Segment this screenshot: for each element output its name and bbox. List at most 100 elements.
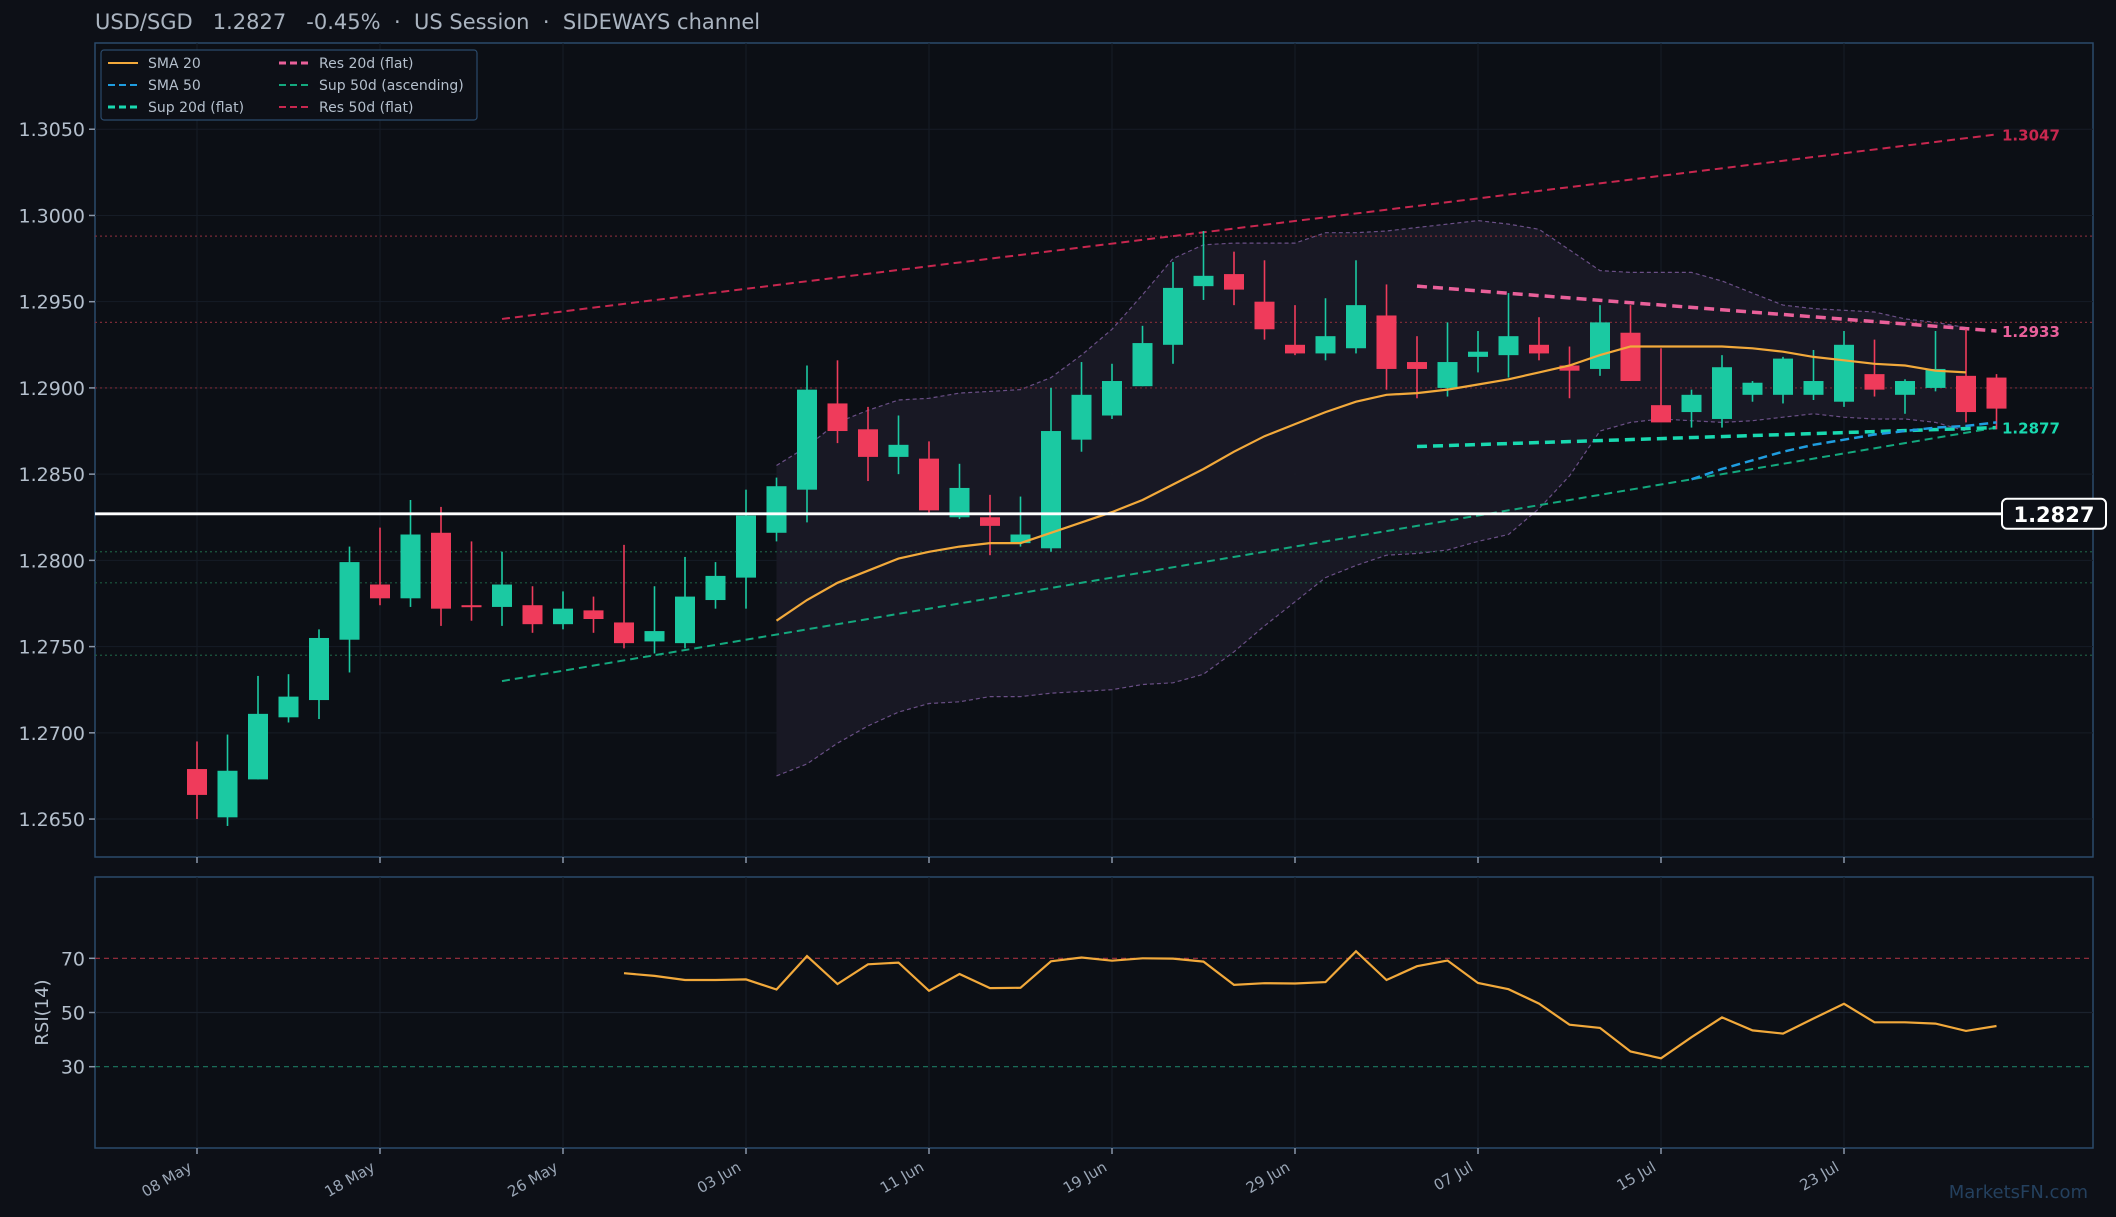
x-tick-label: 19 Jun	[1060, 1158, 1110, 1197]
candle-body-up	[736, 515, 756, 578]
legend-label-sup20: Sup 20d (flat)	[148, 100, 244, 116]
x-tick-label: 11 Jun	[877, 1158, 927, 1197]
x-tick-label: 03 Jun	[694, 1158, 744, 1197]
x-tick-label: 29 Jun	[1243, 1158, 1293, 1197]
last-price-badge-label: 1.2827	[2013, 503, 2094, 527]
candle-body-up	[1102, 381, 1122, 416]
candle-body-up	[1925, 368, 1946, 388]
candle-body-up	[1773, 358, 1793, 395]
legend-box	[100, 49, 478, 121]
candle-body-down	[1559, 365, 1580, 371]
candle-body-up	[1010, 534, 1031, 544]
chart-title: USD/SGD 1.2827 -0.45% · US Session · SID…	[95, 10, 760, 34]
candle-body-up	[1712, 367, 1732, 419]
candle-body-up	[705, 575, 726, 601]
bollinger-lower-line	[776, 413, 1967, 777]
candle-body-up	[644, 631, 665, 642]
candle-body-down	[1651, 405, 1671, 423]
y-tick-label: 1.2950	[19, 292, 85, 314]
legend-label-sma50: SMA 50	[148, 78, 201, 94]
last-price-label: 1.2827	[212, 10, 287, 34]
sup20-value-label: 1.2877	[2002, 420, 2060, 438]
candle-body-down	[1864, 374, 1885, 390]
candle-body-up	[1834, 344, 1854, 402]
res50-value-label: 1.3047	[2002, 126, 2060, 144]
sup50-trendline	[501, 426, 1997, 683]
candle-body-up	[309, 637, 329, 701]
candle-body-up	[1590, 322, 1610, 369]
regime-label: SIDEWAYS channel	[562, 10, 761, 34]
candle-body-down	[461, 605, 482, 608]
candle-body-up	[492, 584, 512, 607]
candle-body-down	[431, 532, 451, 609]
change-label: -0.45%	[306, 10, 381, 34]
candle-body-down	[919, 458, 939, 511]
x-tick-label: 18 May	[321, 1158, 378, 1201]
candle-body-down	[1529, 344, 1549, 354]
sma50-line	[1691, 421, 1997, 481]
candle-body-up	[888, 444, 909, 457]
y-tick-label: 1.2700	[19, 723, 85, 745]
candle-body-down	[614, 622, 634, 644]
candle-body-up	[675, 596, 695, 644]
session-label: US Session	[413, 10, 530, 34]
candle-body-up	[1163, 287, 1183, 345]
y-tick-label: 1.3000	[19, 205, 85, 227]
y-tick-label: 1.2800	[19, 550, 85, 572]
candle-body-up	[248, 713, 268, 780]
candle-body-up	[1498, 336, 1519, 356]
candle-body-up	[1041, 431, 1061, 549]
candle-body-down	[1407, 362, 1427, 369]
candle-body-down	[522, 605, 543, 625]
candle-body-up	[1895, 381, 1915, 395]
candle-body-up	[400, 534, 421, 599]
candle-body-up	[1742, 382, 1763, 395]
candle-body-up	[1803, 381, 1824, 395]
candle-body-up	[217, 770, 238, 818]
y-tick-label: 1.2850	[19, 464, 85, 486]
legend: SMA 20 Res 20d (flat) SMA 50 Sup 50d (ascen…	[100, 49, 478, 121]
legend-label-sup50: Sup 50d (ascending)	[319, 78, 464, 94]
candle-body-down	[980, 517, 1000, 526]
res20-trendline	[1416, 284, 1997, 333]
legend-label-sma20: SMA 20	[148, 56, 201, 72]
candle-body-up	[1315, 336, 1336, 354]
candle-body-down	[1224, 274, 1244, 290]
title-separator-2: ·	[542, 10, 550, 34]
candle-body-down	[1956, 375, 1976, 413]
candle-body-up	[1071, 394, 1092, 440]
title-separator-1: ·	[393, 10, 401, 34]
candle-body-up	[1193, 275, 1214, 287]
candle-body-down	[583, 610, 604, 620]
y-tick-label: 1.2750	[19, 637, 85, 659]
rsi-axis-label: RSI(14)	[32, 979, 53, 1045]
candle-body-up	[797, 389, 817, 490]
x-tick-label: 26 May	[504, 1158, 561, 1201]
candle-body-up	[553, 608, 573, 625]
candle-body-down	[1376, 315, 1397, 369]
last-price-badge	[2001, 497, 2107, 530]
candle-body-down	[1986, 377, 2007, 409]
res50-trendline	[501, 133, 1997, 320]
candle-body-up	[1346, 305, 1366, 349]
sma20-line	[775, 345, 1967, 622]
candle-body-up	[1468, 351, 1488, 357]
y-tick-label: 1.3050	[19, 119, 85, 141]
y-tick-label: 1.2900	[19, 378, 85, 400]
x-tick-label: 07 Jul	[1431, 1158, 1476, 1195]
x-tick-label: 08 May	[138, 1158, 195, 1201]
candle-body-down	[1285, 344, 1305, 354]
candle-body-up	[949, 487, 970, 518]
candle-body-up	[1132, 343, 1153, 387]
candle-body-down	[1254, 301, 1275, 330]
candle-body-up	[1681, 394, 1702, 413]
y-tick-label: 1.2650	[19, 809, 85, 831]
candle-body-up	[766, 486, 787, 533]
candle-body-down	[827, 403, 848, 432]
candle-body-down	[370, 584, 390, 599]
candle-body-up	[278, 696, 299, 718]
candle-body-up	[339, 562, 360, 640]
x-tick-label: 23 Jul	[1797, 1158, 1842, 1195]
legend-label-res50: Res 50d (flat)	[319, 100, 413, 116]
candle-body-down	[187, 769, 207, 795]
